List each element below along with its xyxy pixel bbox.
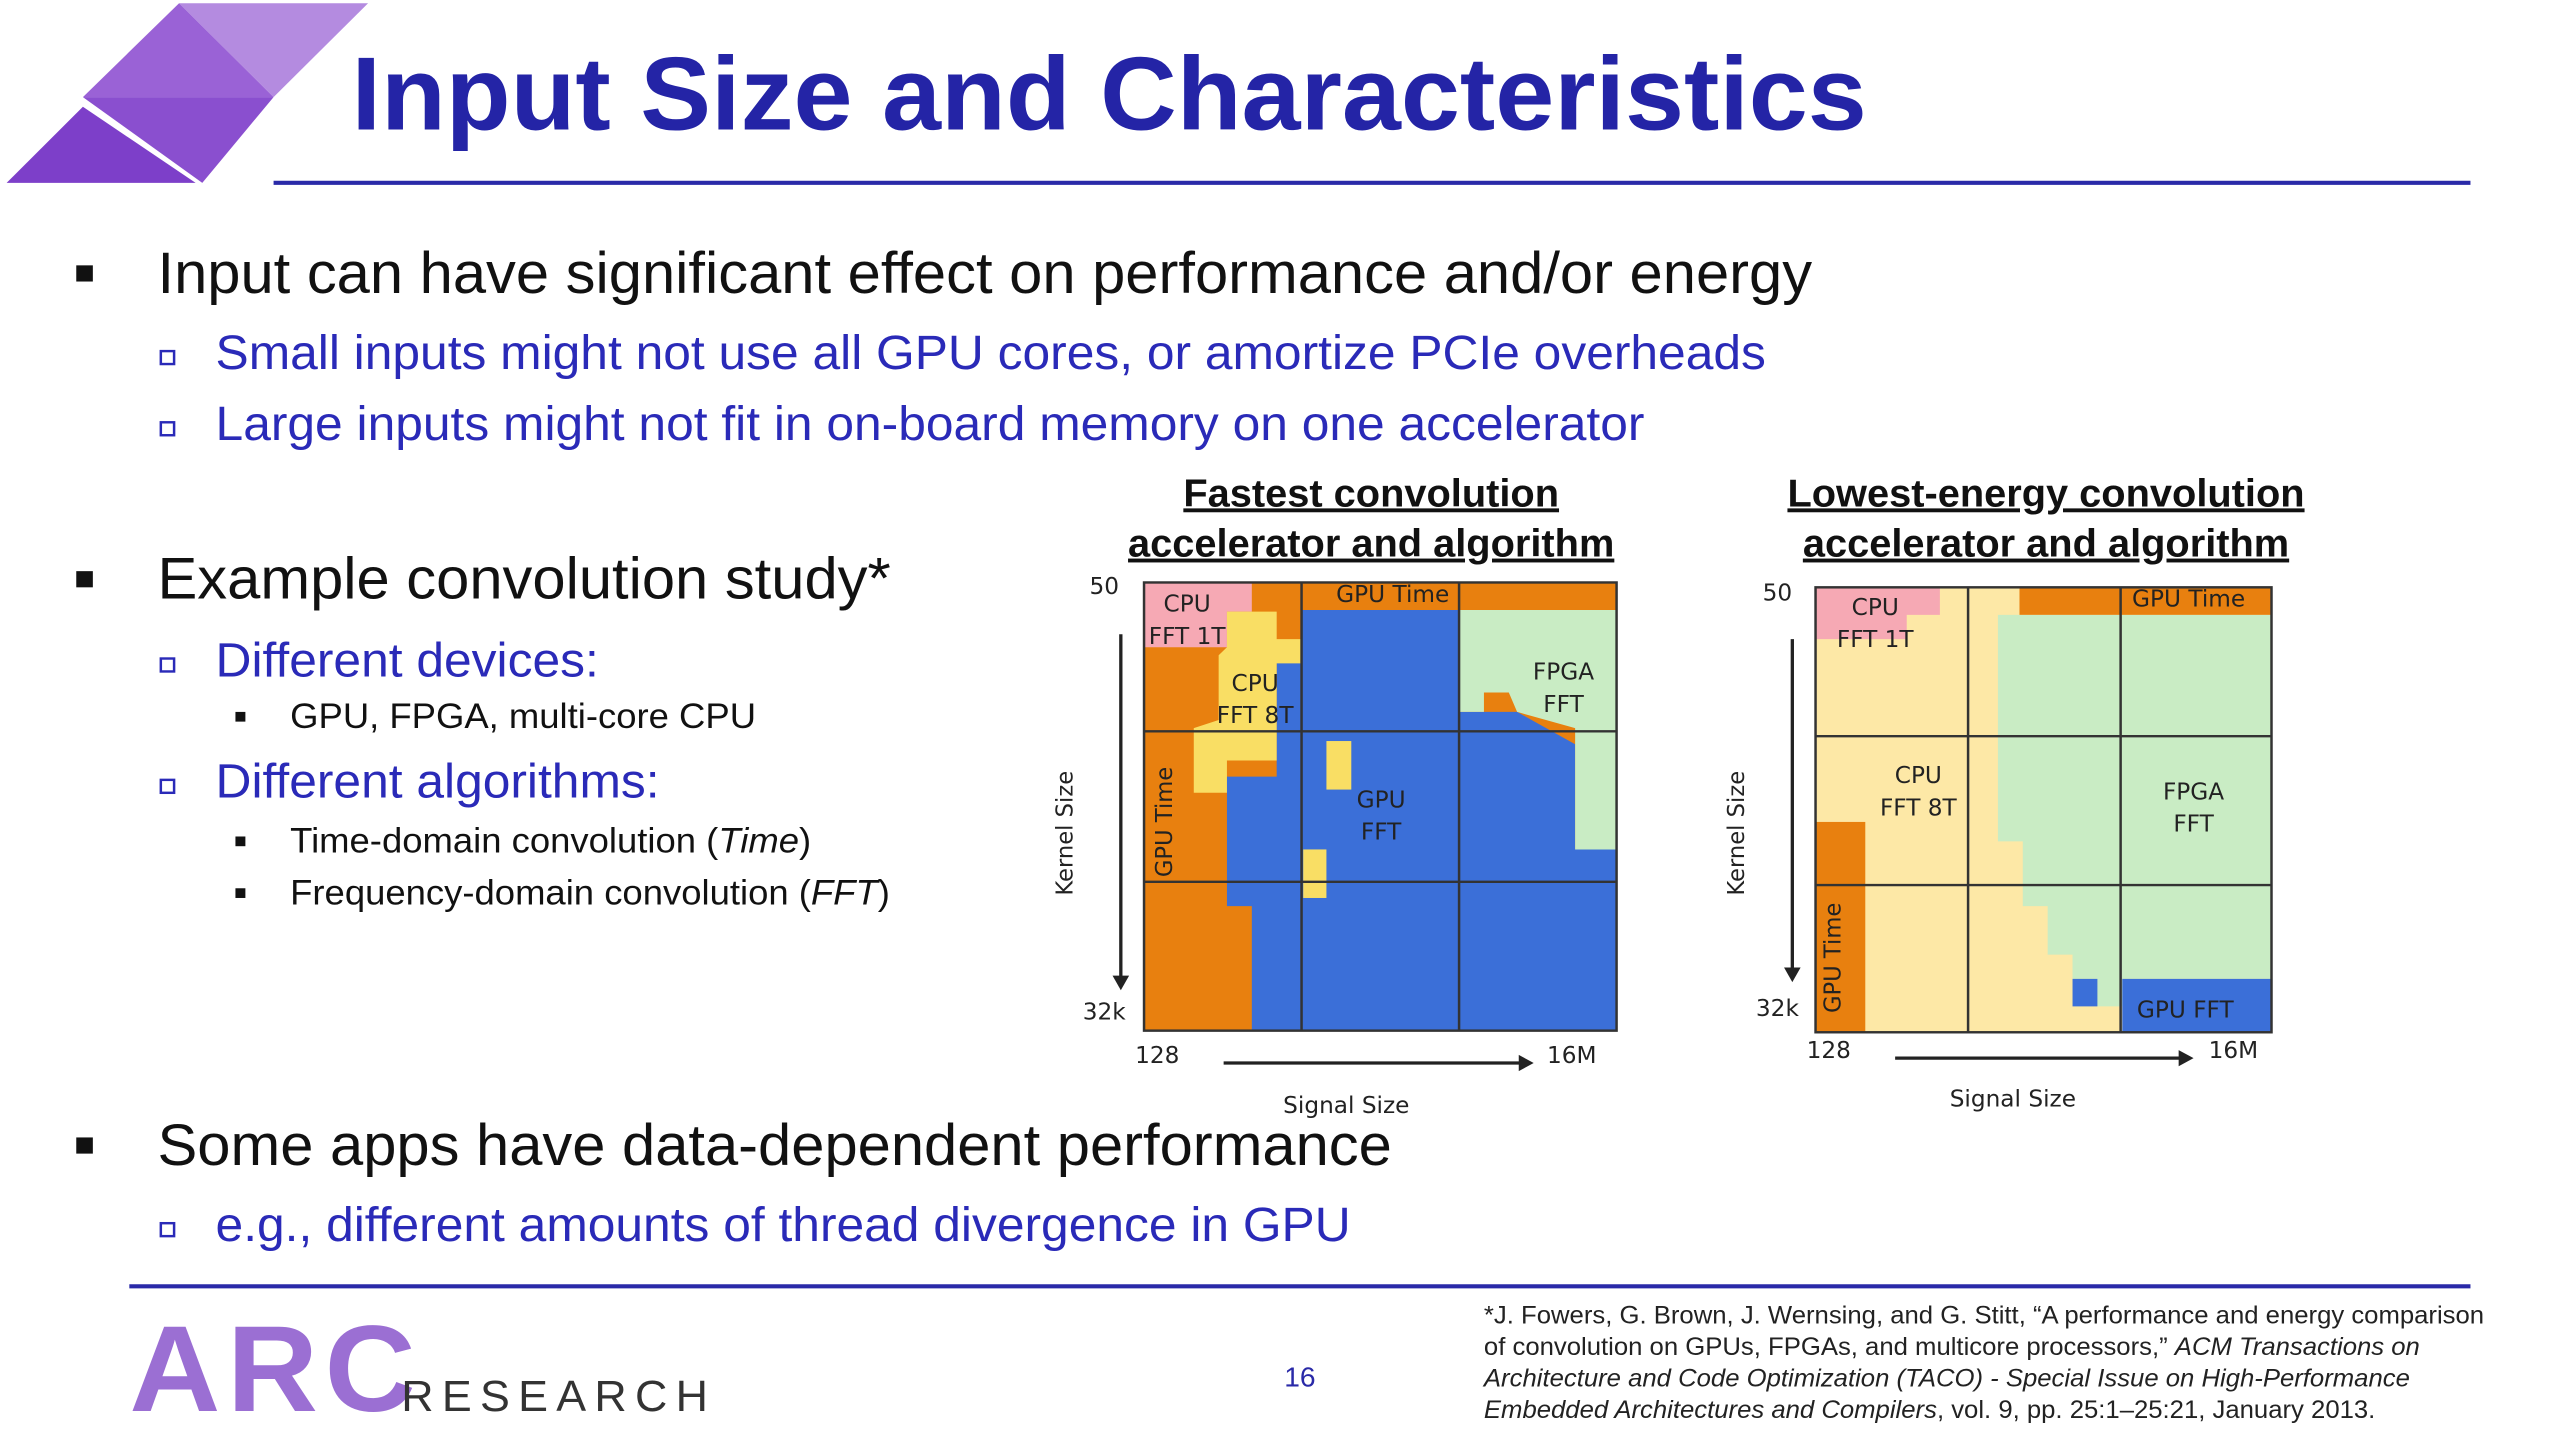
bullet-text-part: Time-domain convolution ( (290, 820, 718, 860)
x-axis-left: 128 (1135, 1043, 1179, 1069)
page-number: 16 (1284, 1362, 1315, 1393)
bullet-text: Frequency-domain convolution (FFT) (290, 872, 890, 912)
figure-title: accelerator and algorithm (1128, 522, 1614, 565)
bullet-text-part: Different algorithms: (216, 755, 660, 808)
region-label: FFT 8T (1880, 796, 1958, 822)
y-axis-bottom: 32k (1756, 996, 1800, 1022)
region-label: FFT (1361, 820, 1402, 846)
bullet-marker (159, 1221, 176, 1238)
bullet-text-part: e.g., different amounts of thread diverg… (216, 1199, 1351, 1252)
bullet-text: Different devices: (216, 634, 599, 687)
x-axis-right: 16M (2209, 1038, 2259, 1064)
bullet-text-part: Small inputs might not use all GPU cores… (216, 326, 1766, 379)
region-label: GPU (1357, 788, 1406, 814)
bullet-text: Large inputs might not fit in on-board m… (216, 398, 1645, 451)
citation-line: *J. Fowers, G. Brown, J. Wernsing, and G… (1484, 1302, 2484, 1330)
citation-line-part: ACM Transactions on (2173, 1333, 2420, 1361)
bullet-text-part: Frequency-domain convolution ( (290, 872, 811, 912)
region-label: CPU (1895, 763, 1942, 789)
figure-title: accelerator and algorithm (1803, 522, 2289, 565)
region-label: CPU (1232, 671, 1279, 697)
heatmap-energy (1784, 586, 2273, 1067)
x-axis-left: 128 (1807, 1038, 1851, 1064)
bullet-marker (159, 657, 176, 673)
bullet-marker (76, 571, 93, 588)
figure-title: Fastest convolution (1183, 472, 1559, 515)
y-axis-title: Kernel Size (1724, 771, 1750, 896)
citation-line-part: *J. Fowers, G. Brown, J. Wernsing, and G… (1484, 1302, 2484, 1330)
bullet-text: Input can have significant effect on per… (158, 241, 1813, 305)
region-label: FFT 8T (1217, 703, 1295, 729)
bullet-text-part: Input can have significant effect on per… (158, 241, 1813, 305)
region-label: CPU (1852, 595, 1899, 621)
bullet-text: Different algorithms: (216, 755, 660, 808)
bullet-text-part: ) (799, 820, 811, 860)
y-axis-title: Kernel Size (1053, 771, 1079, 896)
region-label: FFT (1543, 692, 1584, 718)
bullet-marker (235, 888, 246, 898)
bullet-marker (159, 349, 176, 366)
region-label: GPU Time (1152, 767, 1178, 877)
bullet-text: Example convolution study* (158, 547, 891, 611)
region-label: FFT 1T (1149, 624, 1227, 650)
bullet-text: e.g., different amounts of thread diverg… (216, 1199, 1351, 1252)
bullet-text: Some apps have data-dependent performanc… (158, 1114, 1392, 1178)
bullet-marker (235, 711, 246, 722)
region-label: GPU Time (1336, 582, 1449, 608)
bullet-text-part: Example convolution study* (158, 547, 891, 611)
bullet-text-part: FFT (811, 872, 881, 912)
x-axis-title: Signal Size (1283, 1093, 1409, 1119)
bullet-text-part: ) (878, 872, 890, 912)
logo-arc: ARC RESEARCH (129, 1300, 716, 1437)
x-axis-right: 16M (1547, 1043, 1597, 1069)
bullet-marker (76, 265, 93, 282)
region-label: GPU Time (1820, 903, 1846, 1013)
bullet-marker (235, 836, 246, 847)
citation-line-part: , vol. 9, pp. 25:1–25:21, January 2013. (1937, 1396, 2375, 1424)
citation-line-part: Embedded Architectures and Compilers (1484, 1396, 1937, 1424)
region-label: GPU Time (2132, 587, 2245, 613)
heatmap-fastest (1112, 581, 1618, 1072)
x-axis-title: Signal Size (1950, 1087, 2076, 1113)
logo-text: ARC (129, 1300, 422, 1437)
y-axis-top: 50 (1763, 581, 1793, 607)
bullet-marker (159, 421, 176, 437)
slide-title: Input Size and Characteristics (352, 37, 1867, 153)
region-label: FPGA (2163, 780, 2225, 806)
logo-subtext: RESEARCH (401, 1372, 716, 1420)
citation-line-part: of convolution on GPUs, FPGAs, and multi… (1484, 1333, 2175, 1361)
region-label: FFT (2173, 812, 2214, 838)
bullet-text: Time-domain convolution (Time) (290, 820, 811, 860)
bullet-text-part: GPU, FPGA, multi-core CPU (290, 695, 756, 735)
region-label: FFT 1T (1837, 627, 1915, 653)
bullet-marker (76, 1137, 93, 1154)
citation-line: Embedded Architectures and Compilers, vo… (1484, 1396, 2375, 1424)
bullet-text-part: Different devices: (216, 634, 599, 687)
y-axis-top: 50 (1089, 574, 1119, 600)
bullet-text: GPU, FPGA, multi-core CPU (290, 695, 756, 735)
bullet-marker (159, 778, 176, 795)
region-label: GPU FFT (2137, 998, 2235, 1024)
citation-line: Architecture and Code Optimization (TACO… (1482, 1365, 2410, 1393)
bullet-text-part: Time (718, 820, 799, 860)
bullet-text-part: Large inputs might not fit in on-board m… (216, 398, 1645, 451)
logo-triangles (6, 3, 369, 183)
bullet-text-part: Some apps have data-dependent performanc… (158, 1114, 1392, 1178)
citation-line-part: Architecture and Code Optimization (TACO… (1482, 1365, 2410, 1393)
citation-line: of convolution on GPUs, FPGAs, and multi… (1484, 1333, 2420, 1361)
region-label: CPU (1164, 592, 1211, 618)
region-label: FPGA (1533, 660, 1595, 686)
figure-title: Lowest-energy convolution (1787, 472, 2304, 515)
bullet-text: Small inputs might not use all GPU cores… (216, 326, 1766, 379)
y-axis-bottom: 32k (1083, 1000, 1127, 1026)
